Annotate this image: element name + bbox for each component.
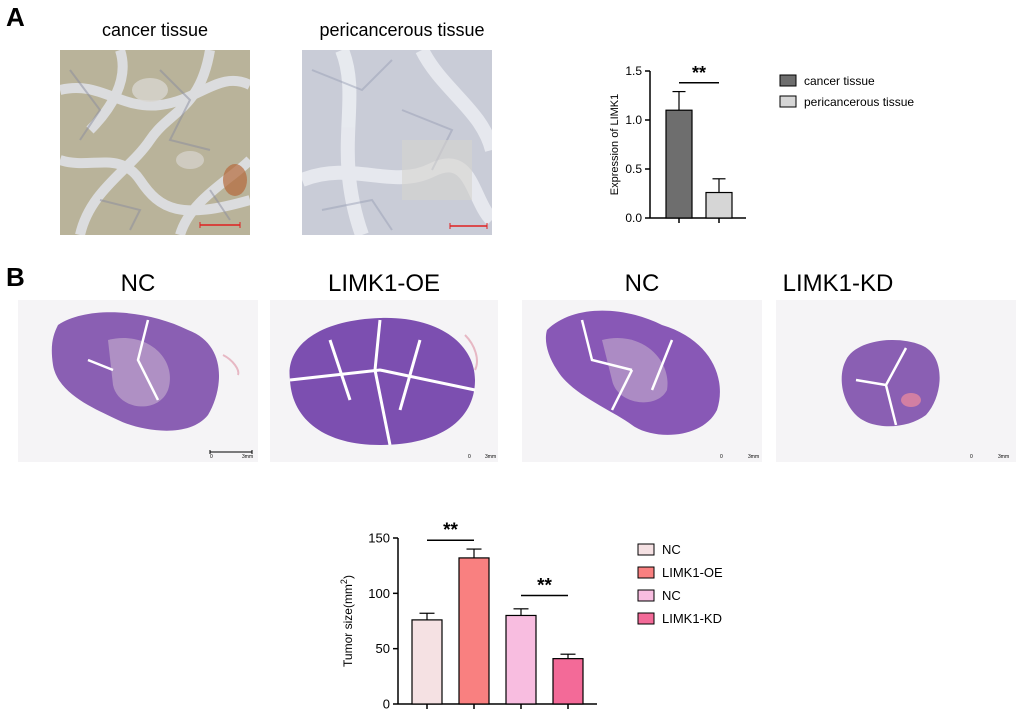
section-title-nc-2: NC [624, 270, 660, 297]
y-tick-label: 1.5 [625, 64, 642, 78]
bar [705, 191, 733, 219]
significance-label: ** [537, 576, 552, 597]
y-axis-label: Tumor size(mm2) [339, 575, 355, 667]
scale-label-2: 3mm [485, 454, 497, 460]
y-tick-label: 1.0 [625, 113, 642, 127]
scale-zero-1: 0 [210, 454, 213, 460]
y-tick-label: 0.5 [625, 162, 642, 176]
tumor-size-chart: 0 50 100 150 Tumor size(mm2) ** ** NC LIMK1-OE NC… [339, 520, 723, 712]
y-tick-label: 0.0 [625, 211, 642, 225]
tumor-section-nc-2: 0 3mm [522, 300, 762, 462]
y-tick-label: 150 [368, 531, 390, 546]
panel-letter-b: B [6, 262, 25, 292]
image-title-pericancerous: pericancerous tissue [319, 20, 485, 40]
significance-label: ** [443, 520, 458, 541]
legend-label: NC [662, 542, 681, 557]
y-axis-label: Expression of LIMK1 [609, 94, 621, 196]
scale-zero-4: 0 [970, 454, 973, 460]
legend-swatch [637, 612, 655, 625]
scale-zero-3: 0 [720, 454, 723, 460]
bar [458, 557, 490, 705]
legend-label: pericancerous tissue [804, 95, 914, 109]
legend-swatch [779, 74, 797, 87]
legend-label: NC [662, 588, 681, 603]
y-tick-label: 50 [376, 641, 390, 656]
bar [665, 109, 693, 219]
legend-label: LIMK1-KD [662, 611, 722, 626]
cancer-tissue-micrograph [60, 50, 250, 235]
significance-label: ** [692, 63, 706, 83]
section-title-limk1-oe: LIMK1-OE [327, 270, 441, 297]
legend-swatch [637, 543, 655, 556]
tumor-section-nc-1: 0 3mm [18, 300, 258, 462]
section-title-nc-1: NC [120, 270, 156, 297]
bar [411, 619, 443, 705]
limk1-expression-chart: 0.0 0.5 1.0 1.5 Expression of LIMK1 ** cancer … [609, 63, 914, 225]
legend-label: cancer tissue [804, 74, 875, 88]
panel-letter-a: A [6, 2, 25, 32]
scale-label-3: 3mm [748, 454, 760, 460]
legend-swatch [779, 95, 797, 108]
y-tick-label: 0 [383, 697, 390, 712]
section-title-limk1-kd: LIMK1-KD [782, 270, 894, 297]
bar [505, 614, 537, 705]
tumor-section-limk1-kd: 0 3mm [776, 300, 1016, 462]
y-axis-label-sup: 2 [339, 579, 349, 584]
pericancerous-tissue-micrograph [302, 50, 492, 235]
y-tick-label: 100 [368, 586, 390, 601]
image-title-cancer: cancer tissue [101, 20, 209, 40]
legend-swatch [637, 589, 655, 602]
legend-label: LIMK1-OE [662, 565, 723, 580]
y-axis-label-close: ) [341, 575, 355, 579]
scale-label-1: 3mm [242, 454, 254, 460]
legend-swatch [637, 566, 655, 579]
bar [552, 658, 584, 705]
scale-label-4: 3mm [998, 454, 1010, 460]
scale-zero-2: 0 [468, 454, 471, 460]
tumor-section-limk1-oe: 0 3mm [270, 300, 498, 462]
